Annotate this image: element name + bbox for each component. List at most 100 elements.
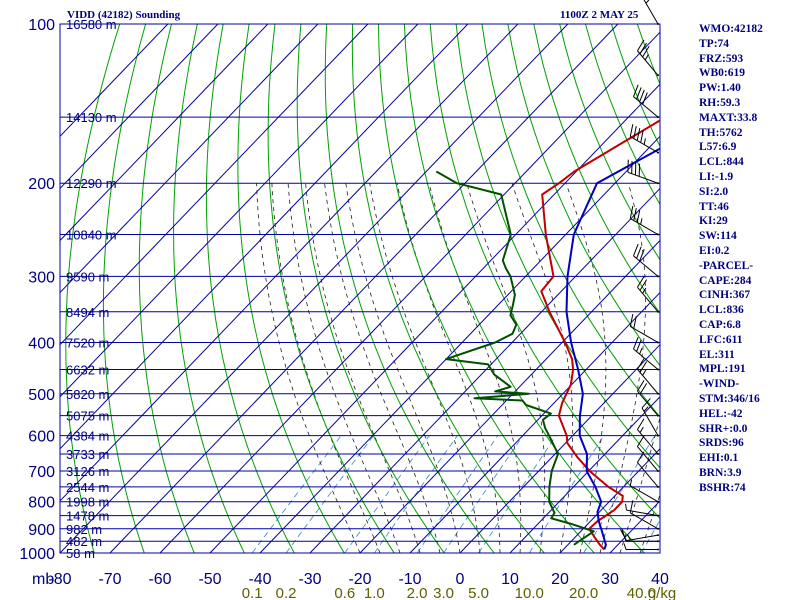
height-label: 982 m [66, 522, 102, 537]
pressure-tick-label: 500 [28, 387, 55, 404]
isotherm-line [60, 24, 269, 242]
wind-barb [641, 398, 659, 437]
mixing-ratio-label: 5.0 [468, 585, 489, 600]
pressure-tick-label: 300 [28, 269, 55, 286]
wind-barb [637, 276, 659, 313]
temperature-tick-label: 0 [456, 571, 465, 588]
temperature-tick-label: -50 [198, 571, 221, 588]
mixing-ratio-label: 20.0 [569, 585, 598, 600]
height-label: 3126 m [66, 464, 109, 479]
height-label: 12290 m [66, 176, 117, 191]
pressure-tick-label: 200 [28, 176, 55, 193]
moist-adiabat [396, 183, 501, 553]
moist-adiabat [428, 183, 522, 553]
index-row: EHI:0.1 [699, 452, 739, 465]
mixing-ratio-labels: 0.1 0.2 0.6 1.0 2.0 3.0 5.0 10.0 20.0 40.0g/kg [242, 585, 676, 600]
isotherm-line [359, 239, 660, 553]
pressure-tick-label: 100 [28, 17, 55, 34]
mixing-ratio-label: 10.0 [515, 585, 544, 600]
temperature-tick-label: -60 [148, 571, 171, 588]
isotherm-line [309, 187, 660, 553]
index-row: TP:74 [699, 37, 730, 50]
temperature-tick-label: -70 [98, 571, 121, 588]
height-label: 9590 m [66, 269, 109, 284]
index-row: BSHR:74 [699, 481, 746, 494]
parcel-line [565, 147, 660, 550]
wind-barb [637, 435, 659, 473]
index-row: MAXT:33.8 [699, 111, 758, 124]
index-row: KI:29 [699, 215, 728, 228]
temperature-tick-label: -40 [248, 571, 271, 588]
isotherm-line [109, 24, 619, 553]
index-row: BRN:3.9 [699, 466, 742, 479]
wind-barbs [620, 0, 659, 551]
height-label: 5075 m [66, 409, 109, 424]
index-row: FRZ:593 [699, 52, 744, 65]
pressure-tick-label: 800 [28, 495, 55, 512]
isotherm-line [459, 343, 660, 553]
mixing-ratio-label: 2.0 [407, 585, 428, 600]
dry-adiabats [65, 24, 660, 553]
plot-frame [59, 23, 661, 554]
dry-adiabat [173, 24, 245, 553]
pressure-tick-label: 600 [28, 429, 55, 446]
height-label: 4384 m [66, 429, 109, 444]
isotherm-line [409, 291, 660, 553]
pressure-tick-label: 700 [28, 464, 55, 481]
temperature-tick-label: 20 [551, 571, 569, 588]
isotherm-line [509, 396, 660, 553]
isotherm-line [60, 24, 369, 346]
station-title: VIDD (42182) Sounding [67, 9, 181, 21]
indices-panel: WMO:42182 TP:74 FRZ:593 WB0:619 PW:1.40 RH:59… [699, 22, 799, 496]
mixing-ratio-label: 1.0 [364, 585, 385, 600]
temperature-tick-label: 10 [501, 571, 519, 588]
index-row: EI:0.2 [699, 244, 730, 257]
time-title: 1100Z 2 MAY 25 [560, 9, 639, 21]
height-label: 8494 m [66, 305, 109, 320]
index-row: STM:346/16 [699, 392, 760, 405]
index-row: MPL:191 [699, 363, 746, 376]
index-row: CAPE:284 [699, 274, 752, 287]
isotherm-line [60, 24, 319, 294]
wind-barb [637, 39, 659, 77]
height-label: 7520 m [66, 335, 109, 350]
mixing-ratio-label: 40.0 [627, 585, 656, 600]
pressure-tick-label: 400 [28, 335, 55, 352]
index-row: WMO:42182 [699, 23, 763, 35]
index-row: SW:114 [699, 230, 737, 243]
wind-barb [633, 84, 659, 119]
mixing-ratio-line [251, 435, 342, 553]
sounding-profiles [435, 119, 660, 551]
index-row: RH:59.3 [699, 96, 741, 109]
index-row: SI:2.0 [699, 185, 729, 198]
height-label: 5820 m [66, 387, 109, 402]
wind-barb [637, 418, 659, 456]
index-row: LI:-1.9 [699, 170, 734, 183]
moist-adiabat [565, 183, 607, 553]
isotherm-line [60, 24, 519, 502]
isotherm-line [60, 24, 169, 138]
height-label: 1998 m [66, 495, 109, 510]
index-row: WB0:619 [699, 67, 745, 80]
temperature-line [540, 119, 660, 551]
temperature-tick-label: 40 [651, 571, 669, 588]
mixing-ratio-label: 0.2 [276, 585, 297, 600]
index-row: LFC:611 [699, 333, 743, 346]
wind-barb [637, 451, 659, 488]
moist-adiabat [271, 183, 381, 553]
wind-barb [627, 159, 659, 185]
height-labels: 16580 m 14130 m 12290 m 10840 m 9590 m 8494 m… [66, 17, 117, 561]
dry-adiabat [138, 24, 195, 553]
index-row: L57:6.9 [699, 141, 737, 154]
index-row: CINH:367 [699, 289, 751, 302]
dewpoint-line [435, 170, 595, 546]
index-row: LCL:844 [699, 156, 744, 169]
wind-barb [633, 337, 659, 371]
dry-adiabat [237, 24, 345, 553]
wind-barb [633, 243, 659, 278]
height-label: 2544 m [66, 480, 109, 495]
height-label: 10840 m [66, 228, 117, 243]
isotherm-line [60, 24, 469, 450]
isotherms [60, 24, 660, 553]
height-label: 3733 m [66, 447, 109, 462]
